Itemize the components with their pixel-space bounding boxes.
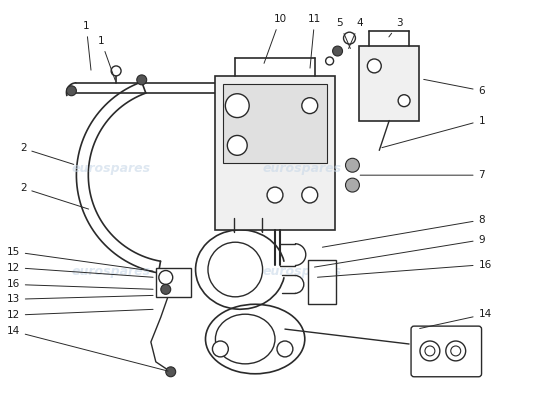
Circle shape xyxy=(446,341,466,361)
Circle shape xyxy=(367,59,381,73)
Text: 10: 10 xyxy=(264,14,287,63)
Text: eurospares: eurospares xyxy=(72,265,151,278)
Text: eurospares: eurospares xyxy=(263,265,342,278)
Bar xyxy=(216,76,334,230)
Circle shape xyxy=(277,341,293,357)
Text: eurospares: eurospares xyxy=(72,162,151,175)
Text: 14: 14 xyxy=(7,326,168,371)
Circle shape xyxy=(111,66,121,76)
Circle shape xyxy=(226,94,249,118)
Text: 15: 15 xyxy=(7,247,153,271)
Text: 1: 1 xyxy=(382,116,485,148)
Text: 1: 1 xyxy=(83,21,91,70)
Circle shape xyxy=(302,98,318,114)
Bar xyxy=(223,84,327,163)
Circle shape xyxy=(398,95,410,107)
Circle shape xyxy=(302,187,318,203)
Text: 2: 2 xyxy=(20,143,74,164)
Text: 4: 4 xyxy=(349,18,362,48)
Text: 16: 16 xyxy=(7,280,153,290)
Circle shape xyxy=(333,46,343,56)
Circle shape xyxy=(345,178,359,192)
Circle shape xyxy=(420,341,440,361)
Circle shape xyxy=(344,32,355,44)
Circle shape xyxy=(212,341,228,357)
Circle shape xyxy=(345,158,359,172)
Bar xyxy=(308,260,336,304)
Circle shape xyxy=(137,75,147,85)
Text: 11: 11 xyxy=(308,14,321,68)
Text: 2: 2 xyxy=(20,183,89,209)
Text: eurospares: eurospares xyxy=(263,162,342,175)
Text: 12: 12 xyxy=(7,309,153,320)
Circle shape xyxy=(161,284,170,294)
Text: 14: 14 xyxy=(420,309,492,328)
Text: 1: 1 xyxy=(98,36,115,80)
Bar xyxy=(359,46,419,120)
FancyBboxPatch shape xyxy=(411,326,482,377)
Text: 5: 5 xyxy=(336,18,350,48)
Text: 6: 6 xyxy=(424,79,485,96)
Text: 16: 16 xyxy=(317,260,492,277)
Text: 9: 9 xyxy=(315,235,485,267)
Circle shape xyxy=(67,86,76,96)
Text: 8: 8 xyxy=(322,215,485,247)
Circle shape xyxy=(159,270,173,284)
Text: 7: 7 xyxy=(360,170,485,180)
Circle shape xyxy=(166,367,175,377)
Bar xyxy=(156,268,191,297)
Text: 13: 13 xyxy=(7,294,153,304)
Text: 12: 12 xyxy=(7,262,153,277)
Circle shape xyxy=(267,187,283,203)
Circle shape xyxy=(227,136,247,155)
Circle shape xyxy=(451,346,461,356)
Circle shape xyxy=(326,57,334,65)
Text: 3: 3 xyxy=(389,18,403,37)
Circle shape xyxy=(425,346,435,356)
